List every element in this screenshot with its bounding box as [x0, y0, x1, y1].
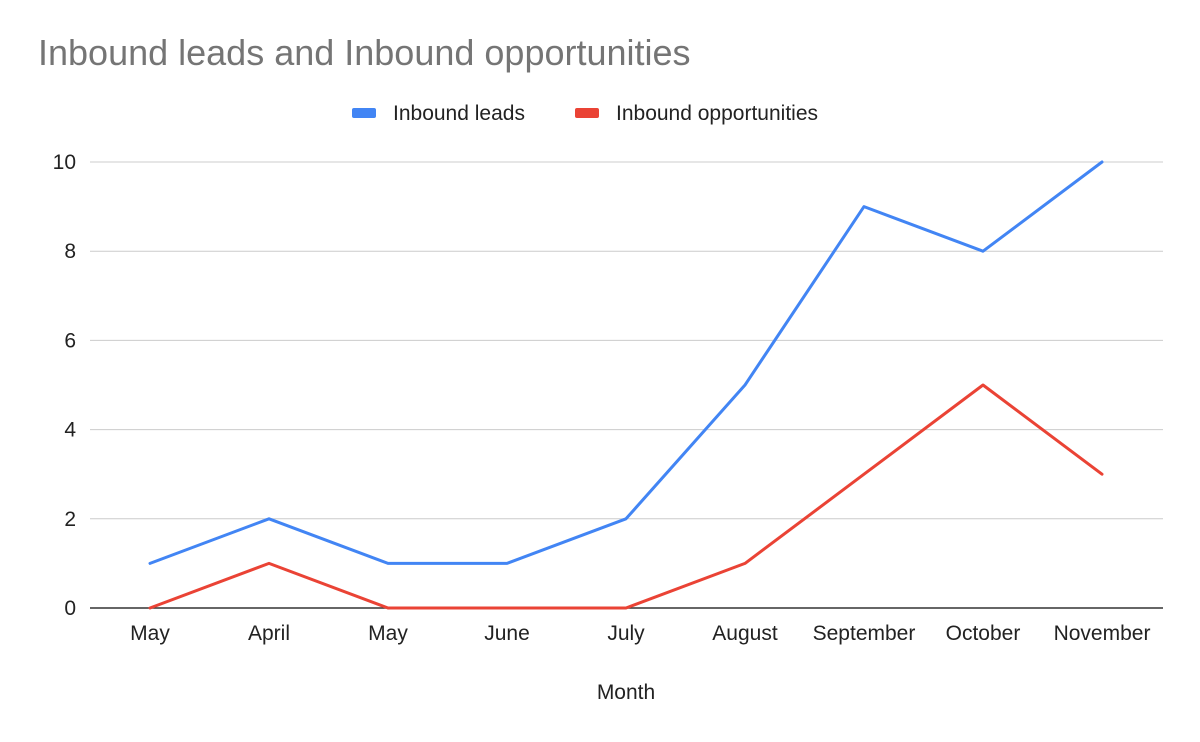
gridlines: [90, 161, 1163, 609]
x-tick-label: September: [813, 622, 916, 645]
x-tick-label: November: [1054, 622, 1151, 645]
legend-label: Inbound leads: [393, 102, 525, 125]
series-line-0: [148, 160, 1104, 565]
series-lines: [148, 160, 1104, 610]
x-tick-label: June: [484, 622, 530, 645]
y-tick-label: 4: [64, 419, 76, 442]
y-tick-label: 2: [64, 508, 76, 531]
series-line-1: [148, 383, 1104, 610]
chart-title: Inbound leads and Inbound opportunities: [38, 32, 691, 73]
y-tick-label: 0: [64, 597, 76, 620]
x-axis-ticks: May April May June July August September Octobe…: [130, 622, 1150, 645]
x-tick-label: May: [368, 622, 408, 645]
x-tick-label: May: [130, 622, 170, 645]
y-tick-label: 8: [64, 240, 76, 263]
y-tick-label: 10: [53, 151, 76, 174]
x-tick-label: July: [607, 622, 645, 645]
y-tick-label: 6: [64, 329, 76, 352]
x-tick-label: October: [946, 622, 1021, 645]
legend-swatch: [575, 108, 599, 118]
legend-label: Inbound opportunities: [616, 102, 818, 125]
legend-swatch: [352, 108, 376, 118]
x-tick-label: April: [248, 622, 290, 645]
x-axis-title: Month: [597, 681, 655, 704]
legend: Inbound leads Inbound opportunities: [352, 102, 818, 125]
y-axis-ticks: 0 2 4 6 8 10: [53, 151, 77, 620]
x-tick-label: August: [712, 622, 778, 645]
